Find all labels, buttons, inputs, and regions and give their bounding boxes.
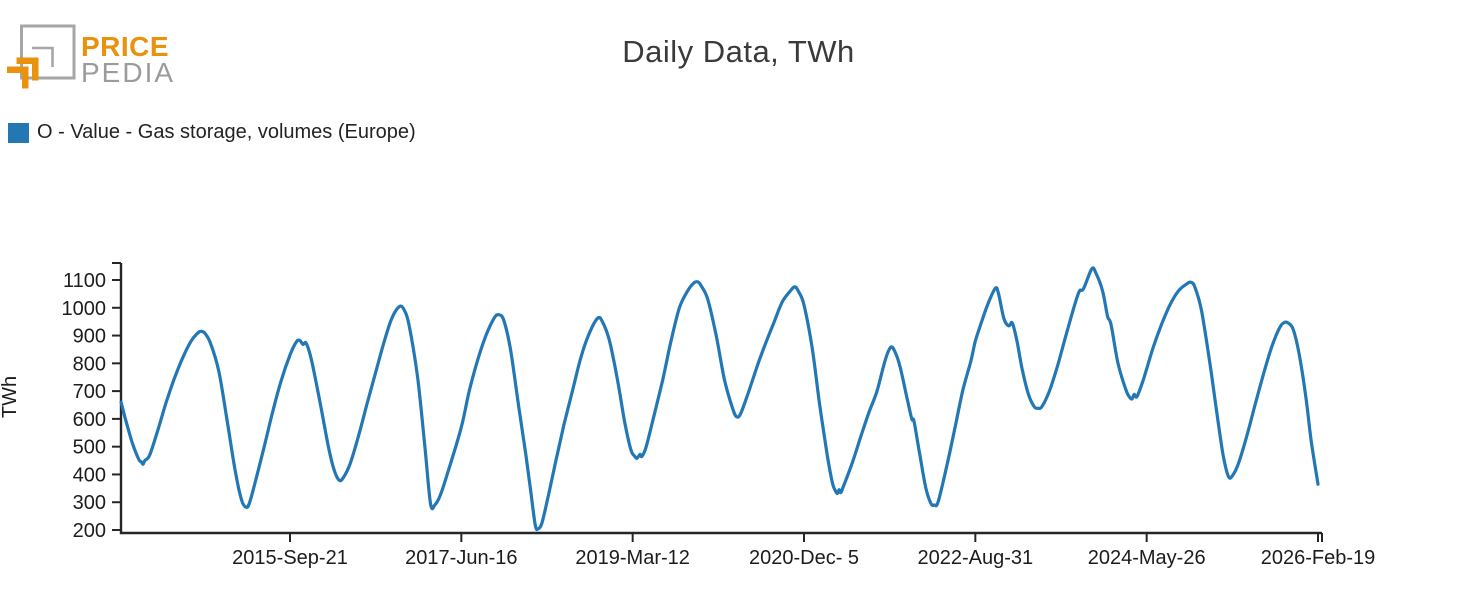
chart-title: Daily Data, TWh <box>622 34 855 69</box>
x-tick-label: 2015-Sep-21 <box>232 547 348 569</box>
y-tick-label: 200 <box>73 520 106 542</box>
legend-swatch <box>8 122 29 143</box>
logo-gray-corner-bracket <box>32 46 54 67</box>
x-tick-label: 2022-Aug-31 <box>918 547 1034 569</box>
x-axis-ticks: 2015-Sep-21 2017-Jun-16 2019-Mar-12 2020-De… <box>232 533 1375 569</box>
y-axis-ticks: 200 300 400 500 600 700 800 900 1000 1100 <box>62 270 121 542</box>
pricepedia-logo: PRICE PEDIA <box>0 0 210 110</box>
y-tick-label: 800 <box>73 353 106 375</box>
legend-label: O - Value - Gas storage, volumes (Europe… <box>37 121 416 143</box>
y-tick-label: 500 <box>73 437 106 459</box>
y-tick-label: 700 <box>73 381 106 403</box>
legend: O - Value - Gas storage, volumes (Europe… <box>8 121 416 144</box>
series-line-gas-storage <box>119 266 1320 532</box>
pricepedia-logo-icon: PRICE PEDIA <box>7 24 175 89</box>
y-tick-label: 900 <box>73 326 106 348</box>
x-tick-label: 2020-Dec- 5 <box>749 547 859 569</box>
x-tick-label: 2019-Mar-12 <box>575 547 690 569</box>
logo-text-pedia: PEDIA <box>81 57 175 88</box>
logo-square-outline <box>20 24 76 80</box>
x-tick-label: 2024-May-26 <box>1088 547 1206 569</box>
y-tick-label: 1000 <box>62 298 107 320</box>
y-tick-label: 1100 <box>63 270 106 292</box>
logo-text-price: PRICE <box>81 31 169 62</box>
x-tick-label: 2026-Feb-19 <box>1261 547 1376 569</box>
y-tick-label: 600 <box>73 409 106 431</box>
logo-orange-corner-back <box>16 57 39 81</box>
axes <box>112 262 1323 542</box>
x-tick-label: 2017-Jun-16 <box>405 547 517 569</box>
axis-end-ticks <box>112 262 1323 542</box>
logo-orange-corner-front <box>7 66 29 89</box>
axis-spine <box>119 263 1322 535</box>
y-tick-label: 400 <box>73 464 106 486</box>
y-axis-title: TWh <box>0 376 21 418</box>
y-tick-label: 300 <box>73 492 106 514</box>
